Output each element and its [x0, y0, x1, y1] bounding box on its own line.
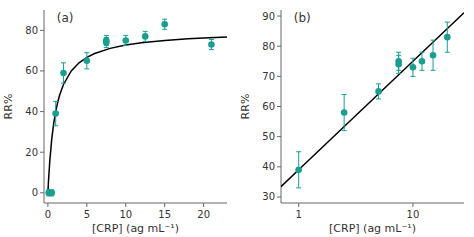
data-point — [48, 190, 55, 197]
data-point — [122, 37, 129, 44]
panel-label: (b) — [294, 11, 311, 25]
x-tick — [125, 203, 126, 207]
error-bar — [376, 84, 381, 99]
error-bar — [49, 190, 54, 196]
x-tick-label: 1 — [296, 209, 302, 220]
panel: 0 5 10 15 20 0 20 40 60 80 [CRP] (ag mL⁻¹) RR% (a) — [2, 10, 227, 235]
plot-area — [45, 19, 227, 196]
y-tick — [277, 166, 281, 167]
x-tick — [203, 203, 204, 207]
error-bar — [143, 31, 148, 41]
error-bar — [162, 19, 167, 29]
data-point — [84, 57, 91, 64]
x-tick-label: 20 — [197, 209, 210, 220]
data-point — [52, 110, 59, 117]
x-tick — [164, 203, 165, 207]
y-tick-label: 80 — [262, 41, 275, 52]
y-tick-label: 70 — [262, 71, 275, 82]
x-tick-label: 0 — [45, 209, 51, 220]
figure: 05101520020406080[CRP] (ag mL⁻¹)RR%(a)11… — [0, 0, 474, 237]
error-bar — [396, 52, 401, 70]
x-tick — [47, 203, 48, 207]
data-point — [419, 58, 426, 65]
y-tick-label: 40 — [262, 161, 275, 172]
y-axis-label: RR% — [2, 94, 15, 120]
y-tick-label: 0 — [32, 187, 38, 198]
data-point — [341, 109, 348, 116]
error-bar — [104, 37, 109, 47]
y-tick-label: 60 — [25, 65, 38, 76]
error-bar — [431, 40, 436, 70]
y-tick — [277, 136, 281, 137]
data-point — [103, 39, 110, 46]
error-bar — [209, 39, 214, 49]
y-tick — [277, 46, 281, 47]
error-bar — [410, 58, 415, 76]
x-tick-label: 10 — [407, 209, 420, 220]
error-bar — [296, 152, 301, 188]
x-tick — [412, 203, 413, 207]
y-axis — [44, 10, 45, 203]
error-bar — [61, 63, 66, 83]
y-tick-label: 30 — [262, 191, 275, 202]
data-point — [142, 33, 149, 40]
y-tick — [277, 196, 281, 197]
y-tick-label: 80 — [25, 25, 38, 36]
x-axis — [281, 203, 464, 204]
data-point — [295, 167, 302, 174]
y-tick-label: 40 — [25, 106, 38, 117]
data-point — [375, 88, 382, 95]
y-axis-label: RR% — [239, 94, 252, 120]
x-tick — [298, 203, 299, 207]
y-tick — [40, 152, 44, 153]
panel-label: (a) — [57, 11, 74, 25]
error-bar — [445, 22, 450, 52]
error-bar — [419, 52, 424, 70]
data-point — [208, 41, 215, 48]
error-bar — [104, 35, 109, 45]
x-tick-label: 15 — [158, 209, 171, 220]
data-point — [395, 58, 402, 65]
panel: 1 10 30 40 50 60 70 80 90 [CRP] (ag mL⁻¹) RR% (b) — [239, 10, 464, 235]
error-bar — [342, 94, 347, 130]
data-point — [161, 21, 168, 28]
y-tick — [40, 30, 44, 31]
y-tick-label: 20 — [25, 147, 38, 158]
error-bar — [53, 101, 58, 125]
x-tick — [86, 203, 87, 207]
y-tick — [277, 106, 281, 107]
error-bar — [123, 35, 128, 45]
error-bar — [84, 53, 89, 69]
y-tick — [277, 76, 281, 77]
x-axis-label: [CRP] (ag mL⁻¹) — [329, 222, 416, 235]
x-tick-label: 5 — [84, 209, 90, 220]
data-point — [60, 70, 67, 77]
fit-line — [48, 37, 227, 193]
y-tick-label: 60 — [262, 101, 275, 112]
data-point — [410, 64, 417, 71]
y-tick — [40, 192, 44, 193]
y-tick — [277, 16, 281, 17]
x-axis-label: [CRP] (ag mL⁻¹) — [92, 222, 179, 235]
data-point — [444, 34, 451, 41]
y-tick-label: 50 — [262, 131, 275, 142]
fit-line — [281, 13, 464, 187]
x-tick-label: 10 — [119, 209, 132, 220]
data-point — [430, 52, 437, 59]
plot-area — [281, 13, 464, 188]
y-tick-label: 90 — [262, 11, 275, 22]
x-axis — [44, 203, 227, 204]
y-tick — [40, 70, 44, 71]
y-tick — [40, 111, 44, 112]
